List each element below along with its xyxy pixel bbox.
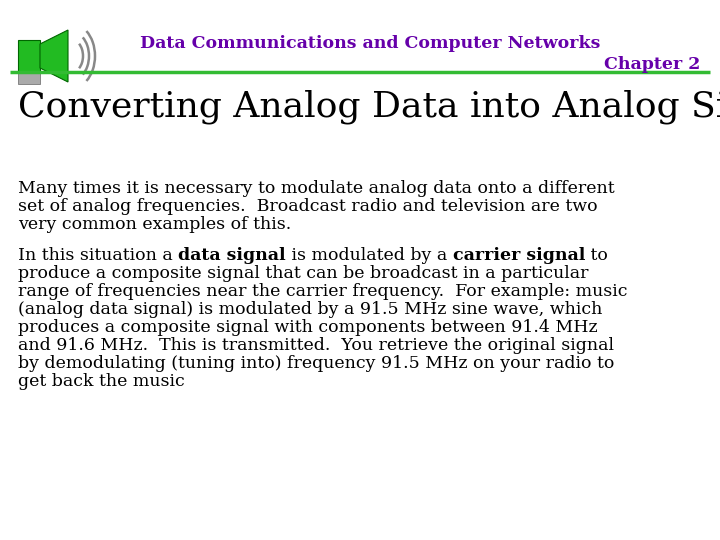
Text: get back the music: get back the music: [18, 373, 185, 390]
Text: and 91.6 MHz.  This is transmitted.  You retrieve the original signal: and 91.6 MHz. This is transmitted. You r…: [18, 337, 614, 354]
Text: Converting Analog Data into Analog Signals: Converting Analog Data into Analog Signa…: [18, 90, 720, 125]
Text: In this situation a: In this situation a: [18, 247, 179, 264]
Text: (analog data signal) is modulated by a 91.5 MHz sine wave, which: (analog data signal) is modulated by a 9…: [18, 301, 603, 318]
Text: Many times it is necessary to modulate analog data onto a different: Many times it is necessary to modulate a…: [18, 180, 615, 197]
Text: data signal: data signal: [179, 247, 286, 264]
Text: set of analog frequencies.  Broadcast radio and television are two: set of analog frequencies. Broadcast rad…: [18, 198, 598, 215]
Polygon shape: [40, 30, 68, 82]
FancyBboxPatch shape: [18, 72, 40, 84]
Text: Chapter 2: Chapter 2: [604, 56, 700, 73]
Text: produces a composite signal with components between 91.4 MHz: produces a composite signal with compone…: [18, 319, 598, 336]
Text: carrier signal: carrier signal: [453, 247, 585, 264]
Text: produce a composite signal that can be broadcast in a particular: produce a composite signal that can be b…: [18, 265, 588, 282]
FancyBboxPatch shape: [18, 40, 40, 72]
Text: Data Communications and Computer Networks: Data Communications and Computer Network…: [140, 35, 600, 52]
Text: is modulated by a: is modulated by a: [286, 247, 453, 264]
Text: range of frequencies near the carrier frequency.  For example: music: range of frequencies near the carrier fr…: [18, 283, 628, 300]
Text: to: to: [585, 247, 608, 264]
Text: by demodulating (tuning into) frequency 91.5 MHz on your radio to: by demodulating (tuning into) frequency …: [18, 355, 614, 372]
Text: very common examples of this.: very common examples of this.: [18, 216, 292, 233]
